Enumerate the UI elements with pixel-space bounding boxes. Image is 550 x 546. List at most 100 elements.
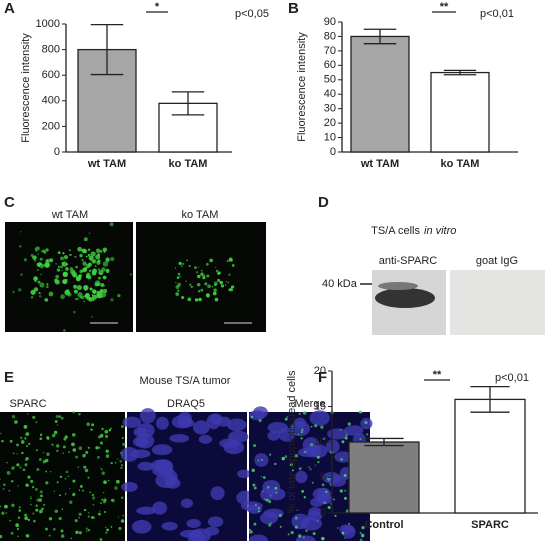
spot	[178, 261, 182, 265]
nucleus	[192, 420, 210, 435]
spot	[101, 468, 103, 471]
spot	[103, 284, 105, 287]
spot	[60, 534, 65, 538]
nucleus	[312, 487, 331, 500]
spot	[6, 471, 11, 475]
spot	[78, 446, 83, 451]
spot	[231, 259, 233, 262]
spot	[70, 269, 76, 275]
spot	[45, 470, 48, 473]
y-tick-label: 90	[324, 16, 336, 28]
spot	[105, 531, 108, 534]
spot	[92, 289, 97, 294]
spot	[316, 520, 319, 522]
spot	[209, 258, 213, 263]
spot	[95, 248, 101, 254]
spot	[12, 452, 15, 455]
spot	[50, 471, 52, 473]
spot	[314, 464, 317, 466]
spot	[87, 446, 90, 449]
spot	[91, 493, 94, 497]
spot	[30, 296, 34, 299]
spot	[341, 440, 345, 444]
spot	[33, 287, 39, 292]
nucleus	[263, 508, 284, 518]
spot	[308, 466, 310, 468]
spot	[38, 458, 42, 461]
spot	[39, 433, 43, 437]
nucleus	[226, 418, 247, 432]
spot	[347, 422, 351, 426]
spot	[101, 267, 106, 272]
spot	[345, 434, 348, 436]
spot	[265, 498, 269, 502]
spot	[275, 491, 278, 494]
y-tick-label: 200	[42, 120, 60, 132]
spot	[32, 415, 36, 420]
spot	[82, 261, 87, 266]
spot	[54, 420, 58, 423]
spot	[71, 442, 75, 447]
spot	[72, 411, 75, 414]
spot	[197, 274, 201, 279]
spot	[65, 263, 69, 266]
spot	[35, 504, 38, 507]
spot	[198, 297, 202, 302]
nucleus	[121, 481, 138, 492]
spot	[20, 440, 25, 444]
spot	[310, 425, 313, 428]
spot	[18, 509, 22, 512]
spot	[105, 257, 110, 262]
spot	[85, 273, 90, 278]
nucleus	[306, 510, 323, 522]
spot	[257, 459, 260, 462]
spot	[99, 249, 103, 253]
nucleus	[210, 486, 225, 501]
spot	[74, 255, 77, 259]
marker-label: 40 kDa	[322, 278, 358, 290]
spot	[219, 280, 223, 285]
spot	[359, 532, 362, 535]
spot	[72, 433, 76, 437]
spot	[57, 265, 60, 268]
spot	[65, 470, 69, 474]
spot	[30, 497, 32, 500]
spot	[79, 253, 83, 258]
spot	[10, 531, 14, 535]
spot	[100, 502, 103, 504]
spot	[45, 248, 49, 252]
spot	[16, 463, 20, 467]
spot	[40, 273, 42, 276]
spot	[325, 490, 328, 494]
spot	[11, 503, 15, 507]
spot	[261, 476, 263, 478]
spot	[311, 481, 314, 484]
spot	[29, 503, 32, 506]
spot	[103, 510, 107, 514]
spot	[91, 270, 97, 276]
spot	[344, 436, 348, 440]
image-label: ko TAM	[182, 209, 219, 221]
spot	[118, 526, 122, 531]
spot	[202, 275, 206, 280]
spot	[9, 439, 13, 443]
panel-letter: E	[4, 369, 14, 386]
micrograph	[136, 222, 266, 332]
spot	[120, 466, 123, 470]
annotation: p<0,01	[495, 372, 529, 384]
spot	[37, 280, 41, 284]
spot	[83, 285, 88, 290]
nucleus	[339, 524, 354, 535]
spot	[309, 468, 312, 471]
y-tick-label: 1000	[36, 18, 60, 30]
nucleus	[291, 513, 310, 530]
spot	[27, 475, 31, 479]
spot	[297, 433, 300, 436]
spot	[54, 509, 58, 513]
spot	[61, 418, 63, 420]
y-tick-label: 30	[324, 103, 336, 115]
spot	[344, 537, 346, 540]
spot	[254, 504, 257, 507]
spot	[1, 439, 4, 443]
